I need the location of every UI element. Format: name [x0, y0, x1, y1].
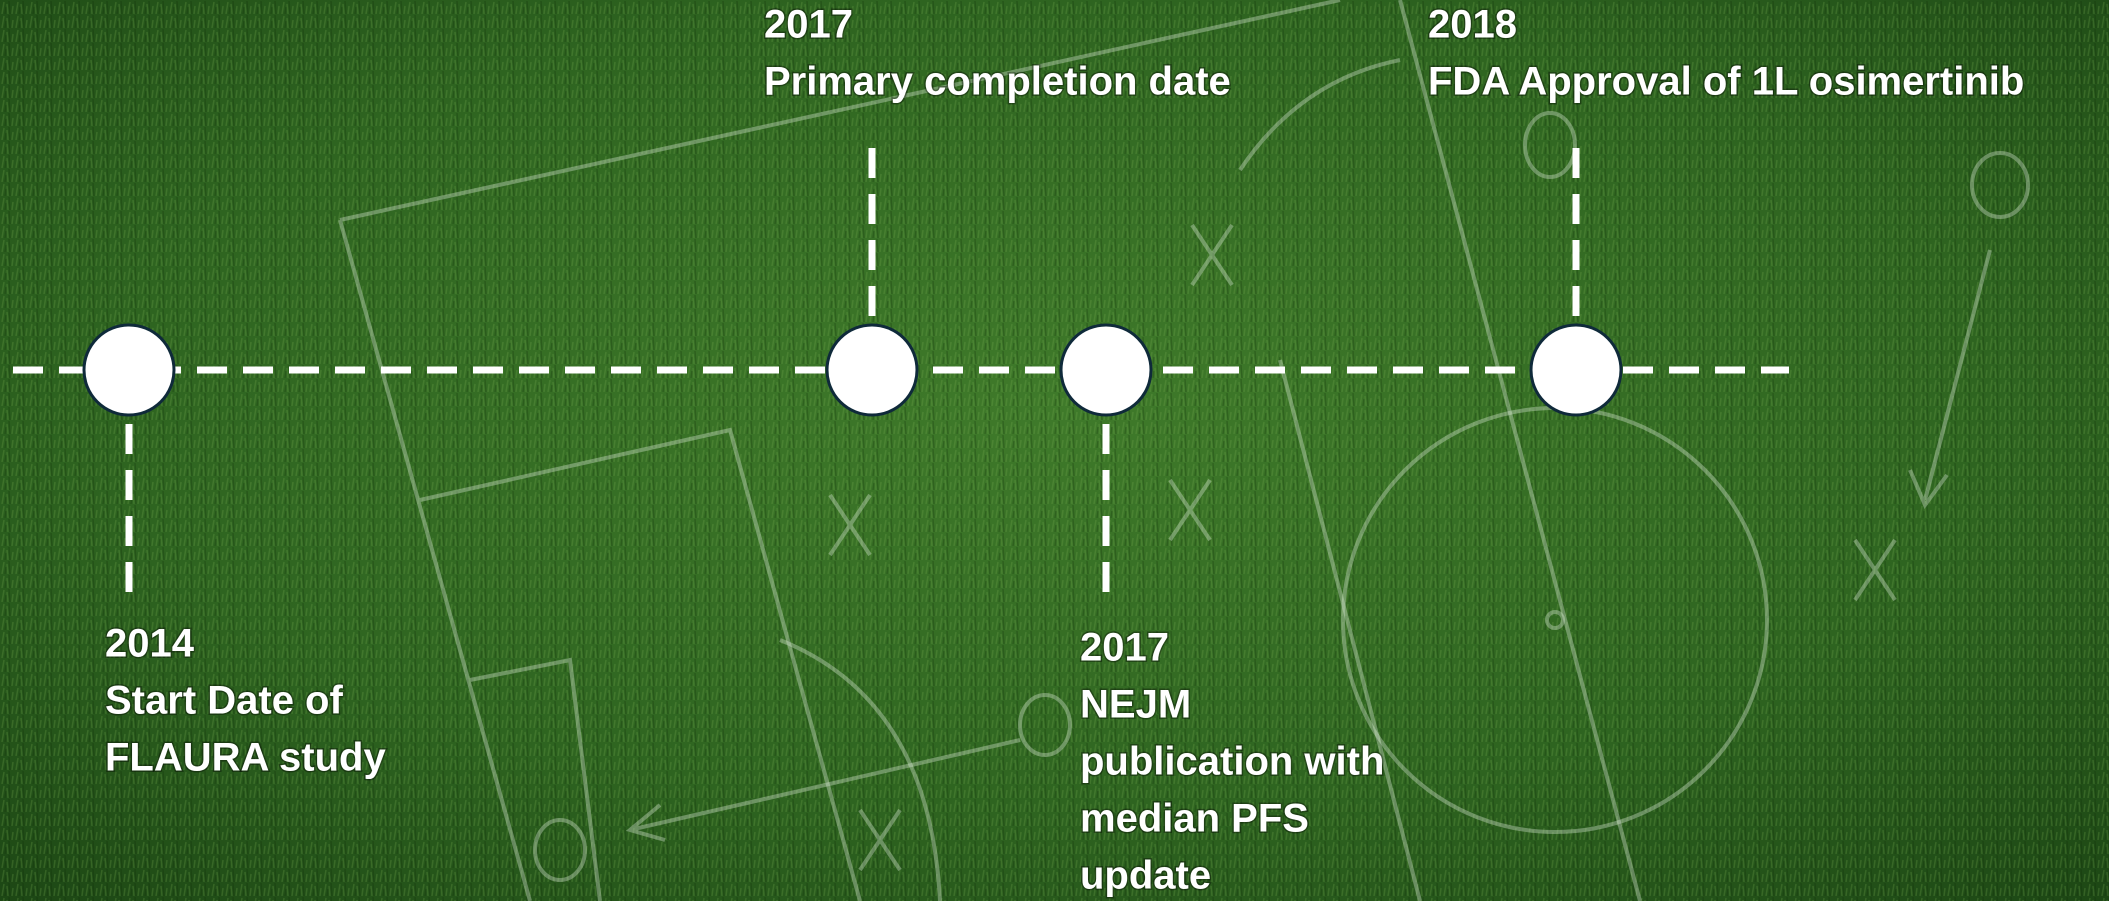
event-label: Primary completion date: [764, 60, 1231, 104]
event-label: FDA Approval of 1L osimertinib: [1428, 60, 2024, 104]
page: 2014 Start Date of FLAURA study 2017 Primary…: [0, 0, 2109, 901]
milestone-marker: [1531, 325, 1621, 415]
event-label: update: [1080, 854, 1211, 898]
event-label: median PFS: [1080, 797, 1309, 841]
milestone-marker: [827, 325, 917, 415]
event-label: FLAURA study: [105, 736, 386, 780]
event-label: publication with: [1080, 740, 1384, 784]
milestone-marker: [84, 325, 174, 415]
event-year: 2014: [105, 622, 195, 666]
milestone-marker: [1061, 325, 1151, 415]
event-year: 2017: [764, 3, 853, 47]
event-year: 2018: [1428, 3, 1517, 47]
event-label: Start Date of: [105, 679, 343, 723]
timeline-slide: 2014 Start Date of FLAURA study 2017 Primary…: [0, 0, 2109, 901]
event-label: NEJM: [1080, 683, 1191, 727]
event-year: 2017: [1080, 626, 1169, 670]
